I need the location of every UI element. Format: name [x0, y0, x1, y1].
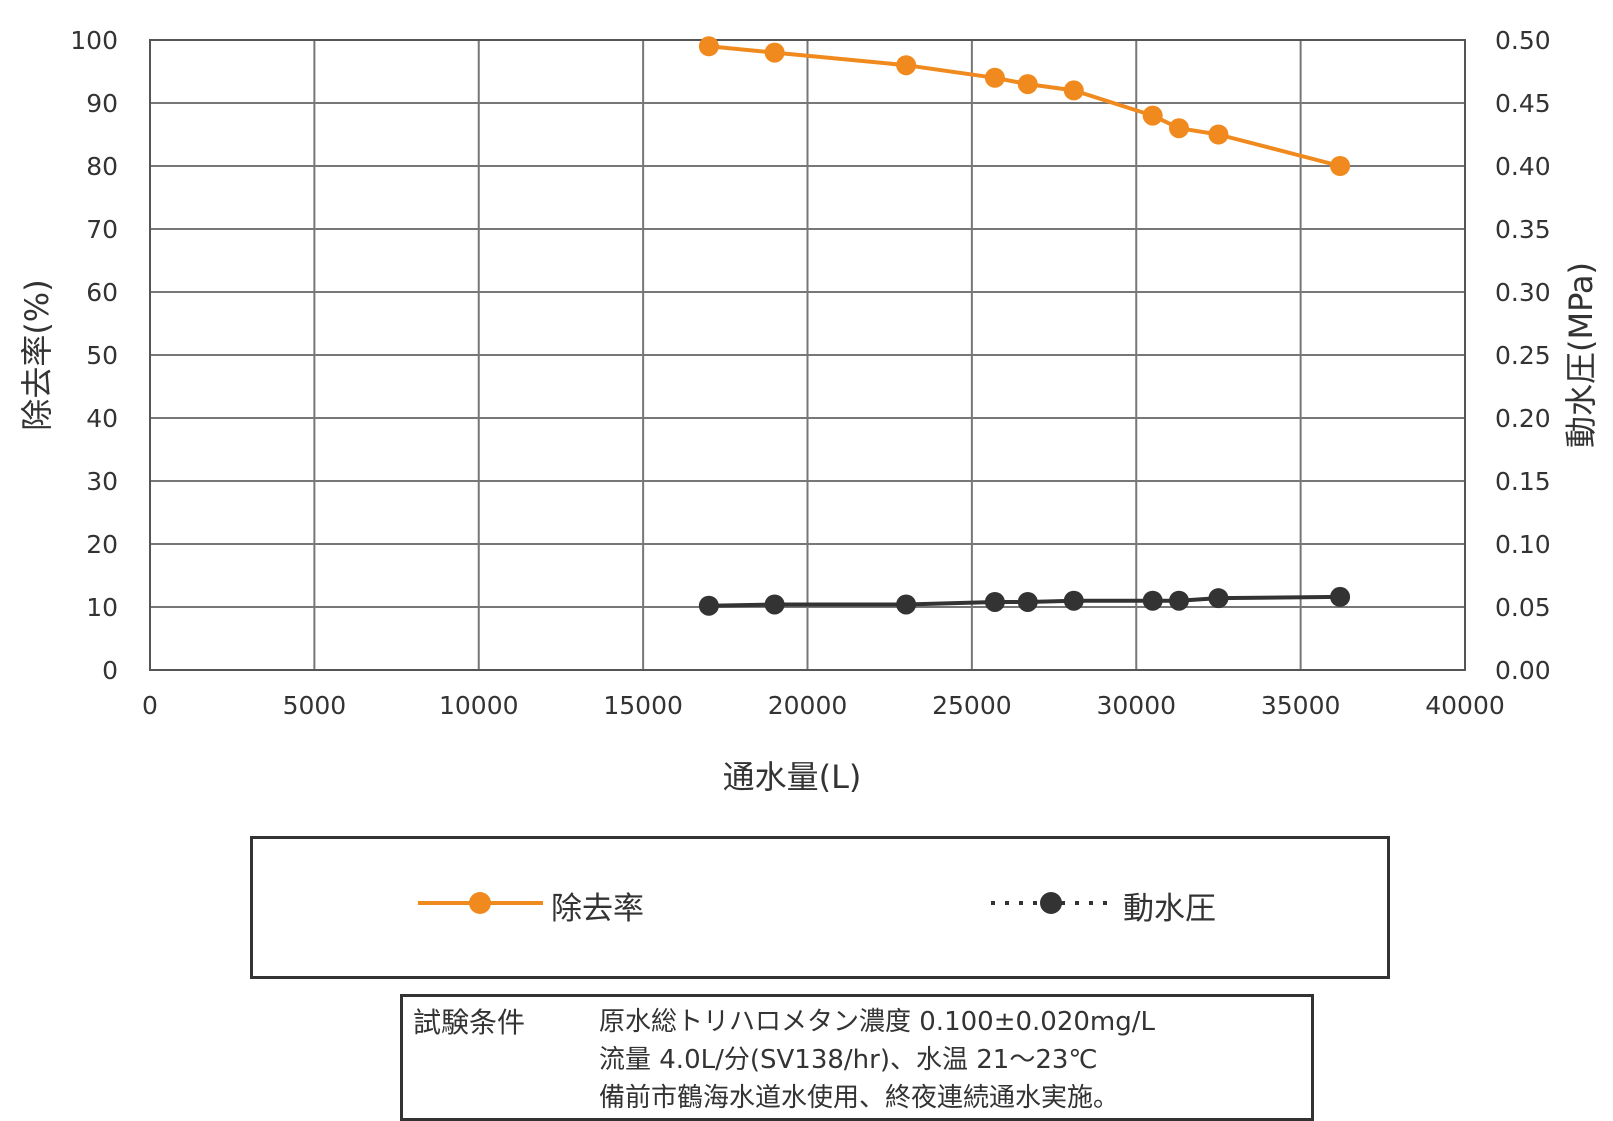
test-conditions-label: 試験条件: [413, 1006, 526, 1039]
pressure-point: [1330, 586, 1351, 607]
x-tick-label: 35000: [1261, 691, 1341, 720]
removal-rate-point: [698, 36, 719, 57]
y-tick-label: 50: [86, 341, 118, 370]
removal-rate-point: [984, 67, 1005, 88]
y2-tick-label: 0.15: [1495, 467, 1551, 496]
x-tick-label: 30000: [1096, 691, 1176, 720]
legend-label-removal-rate: 除去率: [551, 891, 644, 927]
pressure-point: [698, 595, 719, 616]
y-tick-label: 0: [102, 656, 118, 685]
pressure-point: [896, 594, 917, 615]
removal-rate-line: [708, 44, 1341, 168]
y2-axis-title: 動水圧(MPa): [1562, 262, 1600, 448]
pressure-point: [984, 591, 1005, 612]
y2-tick-label: 0.00: [1495, 656, 1551, 685]
plot-area-frame: [149, 39, 1466, 671]
y-tick-label: 100: [70, 26, 118, 55]
test-condition-line: 備前市鶴海水道水使用、終夜連続通水実施。: [599, 1083, 1120, 1113]
x-tick-label: 5000: [283, 691, 347, 720]
removal-rate-point: [1168, 118, 1189, 139]
y-tick-label: 30: [86, 467, 118, 496]
removal-rate-point: [1142, 105, 1163, 126]
y2-tick-label: 0.30: [1495, 278, 1551, 307]
x-tick-label: 25000: [932, 691, 1012, 720]
legend: 除去率 動水圧: [250, 836, 1390, 979]
removal-rate-point: [896, 55, 917, 76]
pressure-line: [708, 594, 1341, 608]
pressure-point: [764, 594, 785, 615]
y-axis-title: 除去率(%): [18, 279, 56, 430]
y2-tick-label: 0.10: [1495, 530, 1551, 559]
y-tick-label: 90: [86, 89, 118, 118]
grid: [149, 39, 1466, 671]
x-tick-label: 40000: [1425, 691, 1505, 720]
removal-rate-point: [764, 42, 785, 63]
x-tick-label: 15000: [603, 691, 683, 720]
x-axis-title: 通水量(L): [723, 758, 862, 796]
x-tick-label: 10000: [439, 691, 519, 720]
removal-rate-point: [1063, 80, 1084, 101]
y2-tick-label: 0.40: [1495, 152, 1551, 181]
removal-rate-point: [1330, 156, 1351, 176]
pressure-point: [1063, 590, 1084, 611]
legend-swatch-pressure: [991, 892, 1116, 914]
y-tick-label: 10: [86, 593, 118, 622]
y2-tick-label: 0.20: [1495, 404, 1551, 433]
test-condition-line: 原水総トリハロメタン濃度 0.100±0.020mg/L: [599, 1007, 1155, 1037]
series: [698, 36, 1351, 616]
pressure-point: [1142, 590, 1163, 611]
y-tick-label: 60: [86, 278, 118, 307]
y-tick-label: 20: [86, 530, 118, 559]
y2-tick-label: 0.35: [1495, 215, 1551, 244]
x-tick-label: 0: [142, 691, 158, 720]
pressure-point: [1208, 588, 1229, 609]
legend-label-pressure: 動水圧: [1123, 891, 1216, 927]
removal-rate-point: [1017, 74, 1038, 95]
x-tick-label: 20000: [768, 691, 848, 720]
removal-rate-point: [1208, 124, 1229, 145]
pressure-point: [1168, 590, 1189, 611]
chart: 0 5000 10000 15000 20000 25000 30000 35000 40000…: [18, 26, 1600, 796]
y-tick-label: 70: [86, 215, 118, 244]
test-condition-line: 流量 4.0L/分(SV138/hr)、水温 21～23℃: [599, 1045, 1098, 1075]
y-tick-label: 80: [86, 152, 118, 181]
y2-tick-label: 0.05: [1495, 593, 1551, 622]
y2-tick-label: 0.50: [1495, 26, 1551, 55]
y2-tick-label: 0.45: [1495, 89, 1551, 118]
pressure-point: [1017, 591, 1038, 612]
y2-tick-label: 0.25: [1495, 341, 1551, 370]
tick-labels: 0 5000 10000 15000 20000 25000 30000 35000 40000…: [70, 26, 1550, 720]
y-tick-label: 40: [86, 404, 118, 433]
legend-swatch-removal-rate: [418, 892, 543, 914]
test-conditions-box: 試験条件 原水総トリハロメタン濃度 0.100±0.020mg/L 流量 4.0…: [400, 994, 1314, 1121]
